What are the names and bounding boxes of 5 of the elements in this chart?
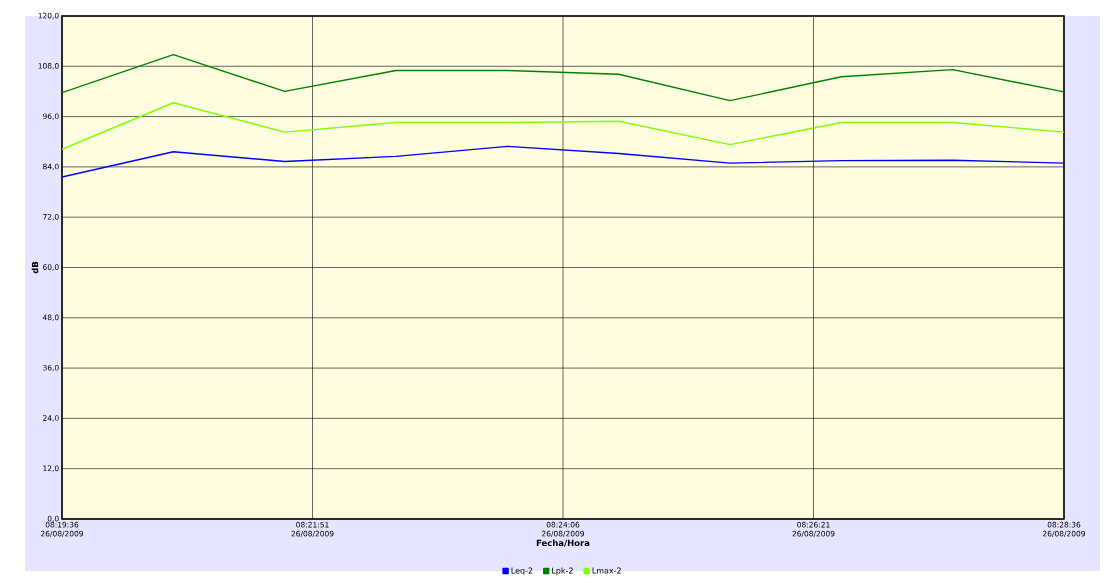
line-series	[62, 145, 1064, 178]
y-axis-title: dB	[31, 261, 39, 274]
x-axis-title: Fecha/Hora	[536, 539, 590, 547]
line-series	[62, 53, 1064, 102]
line-series	[62, 102, 1064, 150]
